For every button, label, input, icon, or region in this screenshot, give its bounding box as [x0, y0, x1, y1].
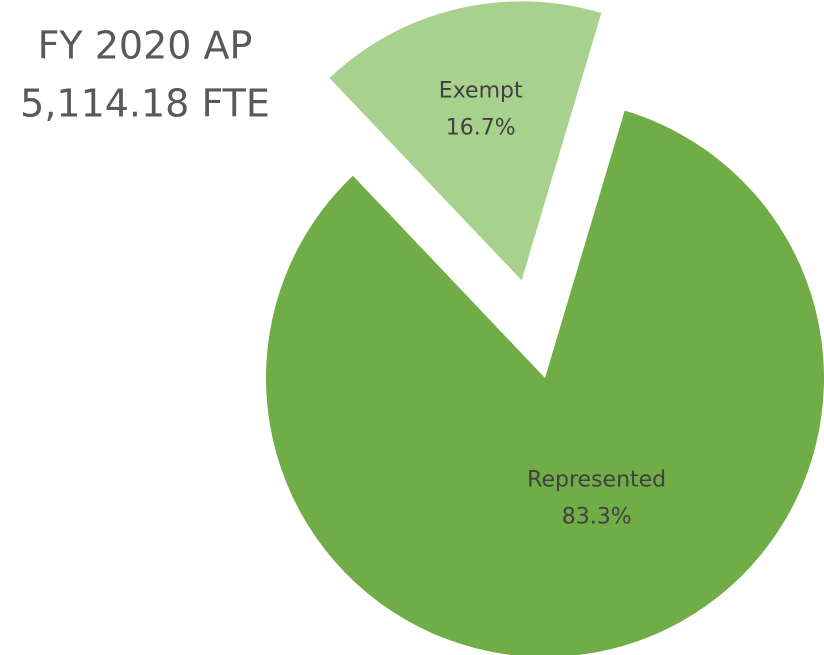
chart-title: FY 2020 AP [38, 24, 253, 68]
pie-slice [329, 1, 602, 281]
pie-slice [266, 110, 824, 655]
slice-value: 83.3% [562, 505, 632, 530]
slice-label: Exempt [439, 78, 523, 103]
slice-value: 16.7% [446, 115, 516, 140]
slice-label: Represented [527, 468, 666, 493]
chart-subtitle: 5,114.18 FTE [20, 82, 270, 126]
